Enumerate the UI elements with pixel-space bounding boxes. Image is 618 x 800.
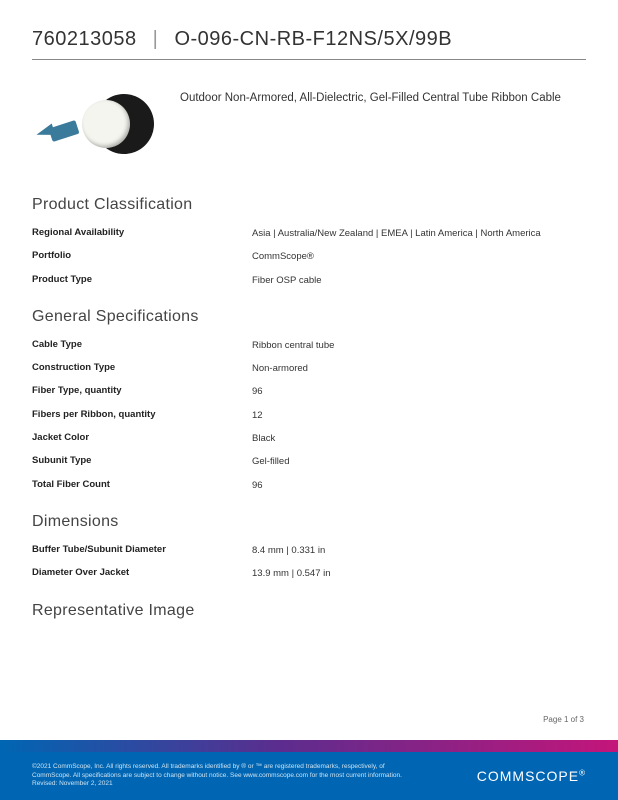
spec-label: Total Fiber Count (32, 479, 252, 492)
dimensions-rows: Buffer Tube/Subunit Diameter 8.4 mm | 0.… (32, 541, 586, 588)
header: 760213058 | O-096-CN-RB-F12NS/5X/99B (32, 28, 586, 60)
registered-mark: ® (579, 768, 586, 777)
hero-section: Outdoor Non-Armored, All-Dielectric, Gel… (32, 76, 586, 176)
cable-inner-graphic (82, 100, 130, 148)
spec-label: Subunit Type (32, 455, 252, 468)
spec-row: Product Type Fiber OSP cable (32, 271, 586, 294)
model-number: O-096-CN-RB-F12NS/5X/99B (174, 28, 452, 50)
spec-row: Portfolio CommScope® (32, 247, 586, 270)
section-title-classification: Product Classification (32, 196, 586, 214)
footer-gradient-bar (0, 740, 618, 752)
spec-label: Construction Type (32, 362, 252, 375)
spec-row: Total Fiber Count 96 (32, 476, 586, 499)
page-content: 760213058 | O-096-CN-RB-F12NS/5X/99B Out… (0, 0, 618, 620)
spec-value: CommScope® (252, 250, 314, 263)
footer-logo-text: COMMSCOPE (477, 768, 579, 784)
spec-label: Buffer Tube/Subunit Diameter (32, 544, 252, 557)
product-description: Outdoor Non-Armored, All-Dielectric, Gel… (180, 76, 561, 106)
spec-value: Ribbon central tube (252, 339, 334, 352)
product-image (32, 76, 162, 176)
spec-row: Fibers per Ribbon, quantity 12 (32, 406, 586, 429)
header-separator: | (153, 28, 159, 50)
spec-value: 12 (252, 409, 263, 422)
spec-value: 8.4 mm | 0.331 in (252, 544, 325, 557)
spec-row: Subunit Type Gel-filled (32, 452, 586, 475)
section-title-general: General Specifications (32, 308, 586, 326)
spec-label: Cable Type (32, 339, 252, 352)
section-title-dimensions: Dimensions (32, 513, 586, 531)
spec-value: 96 (252, 479, 263, 492)
page-indicator: Page 1 of 3 (543, 715, 584, 724)
spec-value: Asia | Australia/New Zealand | EMEA | La… (252, 227, 541, 240)
spec-label: Regional Availability (32, 227, 252, 240)
spec-value: Non-armored (252, 362, 308, 375)
footer-copyright: ©2021 CommScope, Inc. All rights reserve… (32, 763, 412, 788)
spec-value: Gel-filled (252, 455, 290, 468)
spec-row: Fiber Type, quantity 96 (32, 382, 586, 405)
spec-row: Regional Availability Asia | Australia/N… (32, 224, 586, 247)
spec-value: Fiber OSP cable (252, 274, 322, 287)
spec-label: Fiber Type, quantity (32, 385, 252, 398)
spec-row: Cable Type Ribbon central tube (32, 336, 586, 359)
spec-row: Jacket Color Black (32, 429, 586, 452)
classification-rows: Regional Availability Asia | Australia/N… (32, 224, 586, 294)
spec-value: 13.9 mm | 0.547 in (252, 567, 331, 580)
spec-label: Diameter Over Jacket (32, 567, 252, 580)
footer-logo: COMMSCOPE® (477, 768, 586, 784)
general-rows: Cable Type Ribbon central tube Construct… (32, 336, 586, 499)
spec-label: Portfolio (32, 250, 252, 263)
spec-row: Diameter Over Jacket 13.9 mm | 0.547 in (32, 564, 586, 587)
footer: ©2021 CommScope, Inc. All rights reserve… (0, 752, 618, 800)
section-title-repimage: Representative Image (32, 602, 586, 620)
spec-label: Product Type (32, 274, 252, 287)
spec-value: Black (252, 432, 275, 445)
part-number: 760213058 (32, 28, 137, 50)
spec-row: Buffer Tube/Subunit Diameter 8.4 mm | 0.… (32, 541, 586, 564)
spec-label: Fibers per Ribbon, quantity (32, 409, 252, 422)
spec-value: 96 (252, 385, 263, 398)
spec-label: Jacket Color (32, 432, 252, 445)
spec-row: Construction Type Non-armored (32, 359, 586, 382)
